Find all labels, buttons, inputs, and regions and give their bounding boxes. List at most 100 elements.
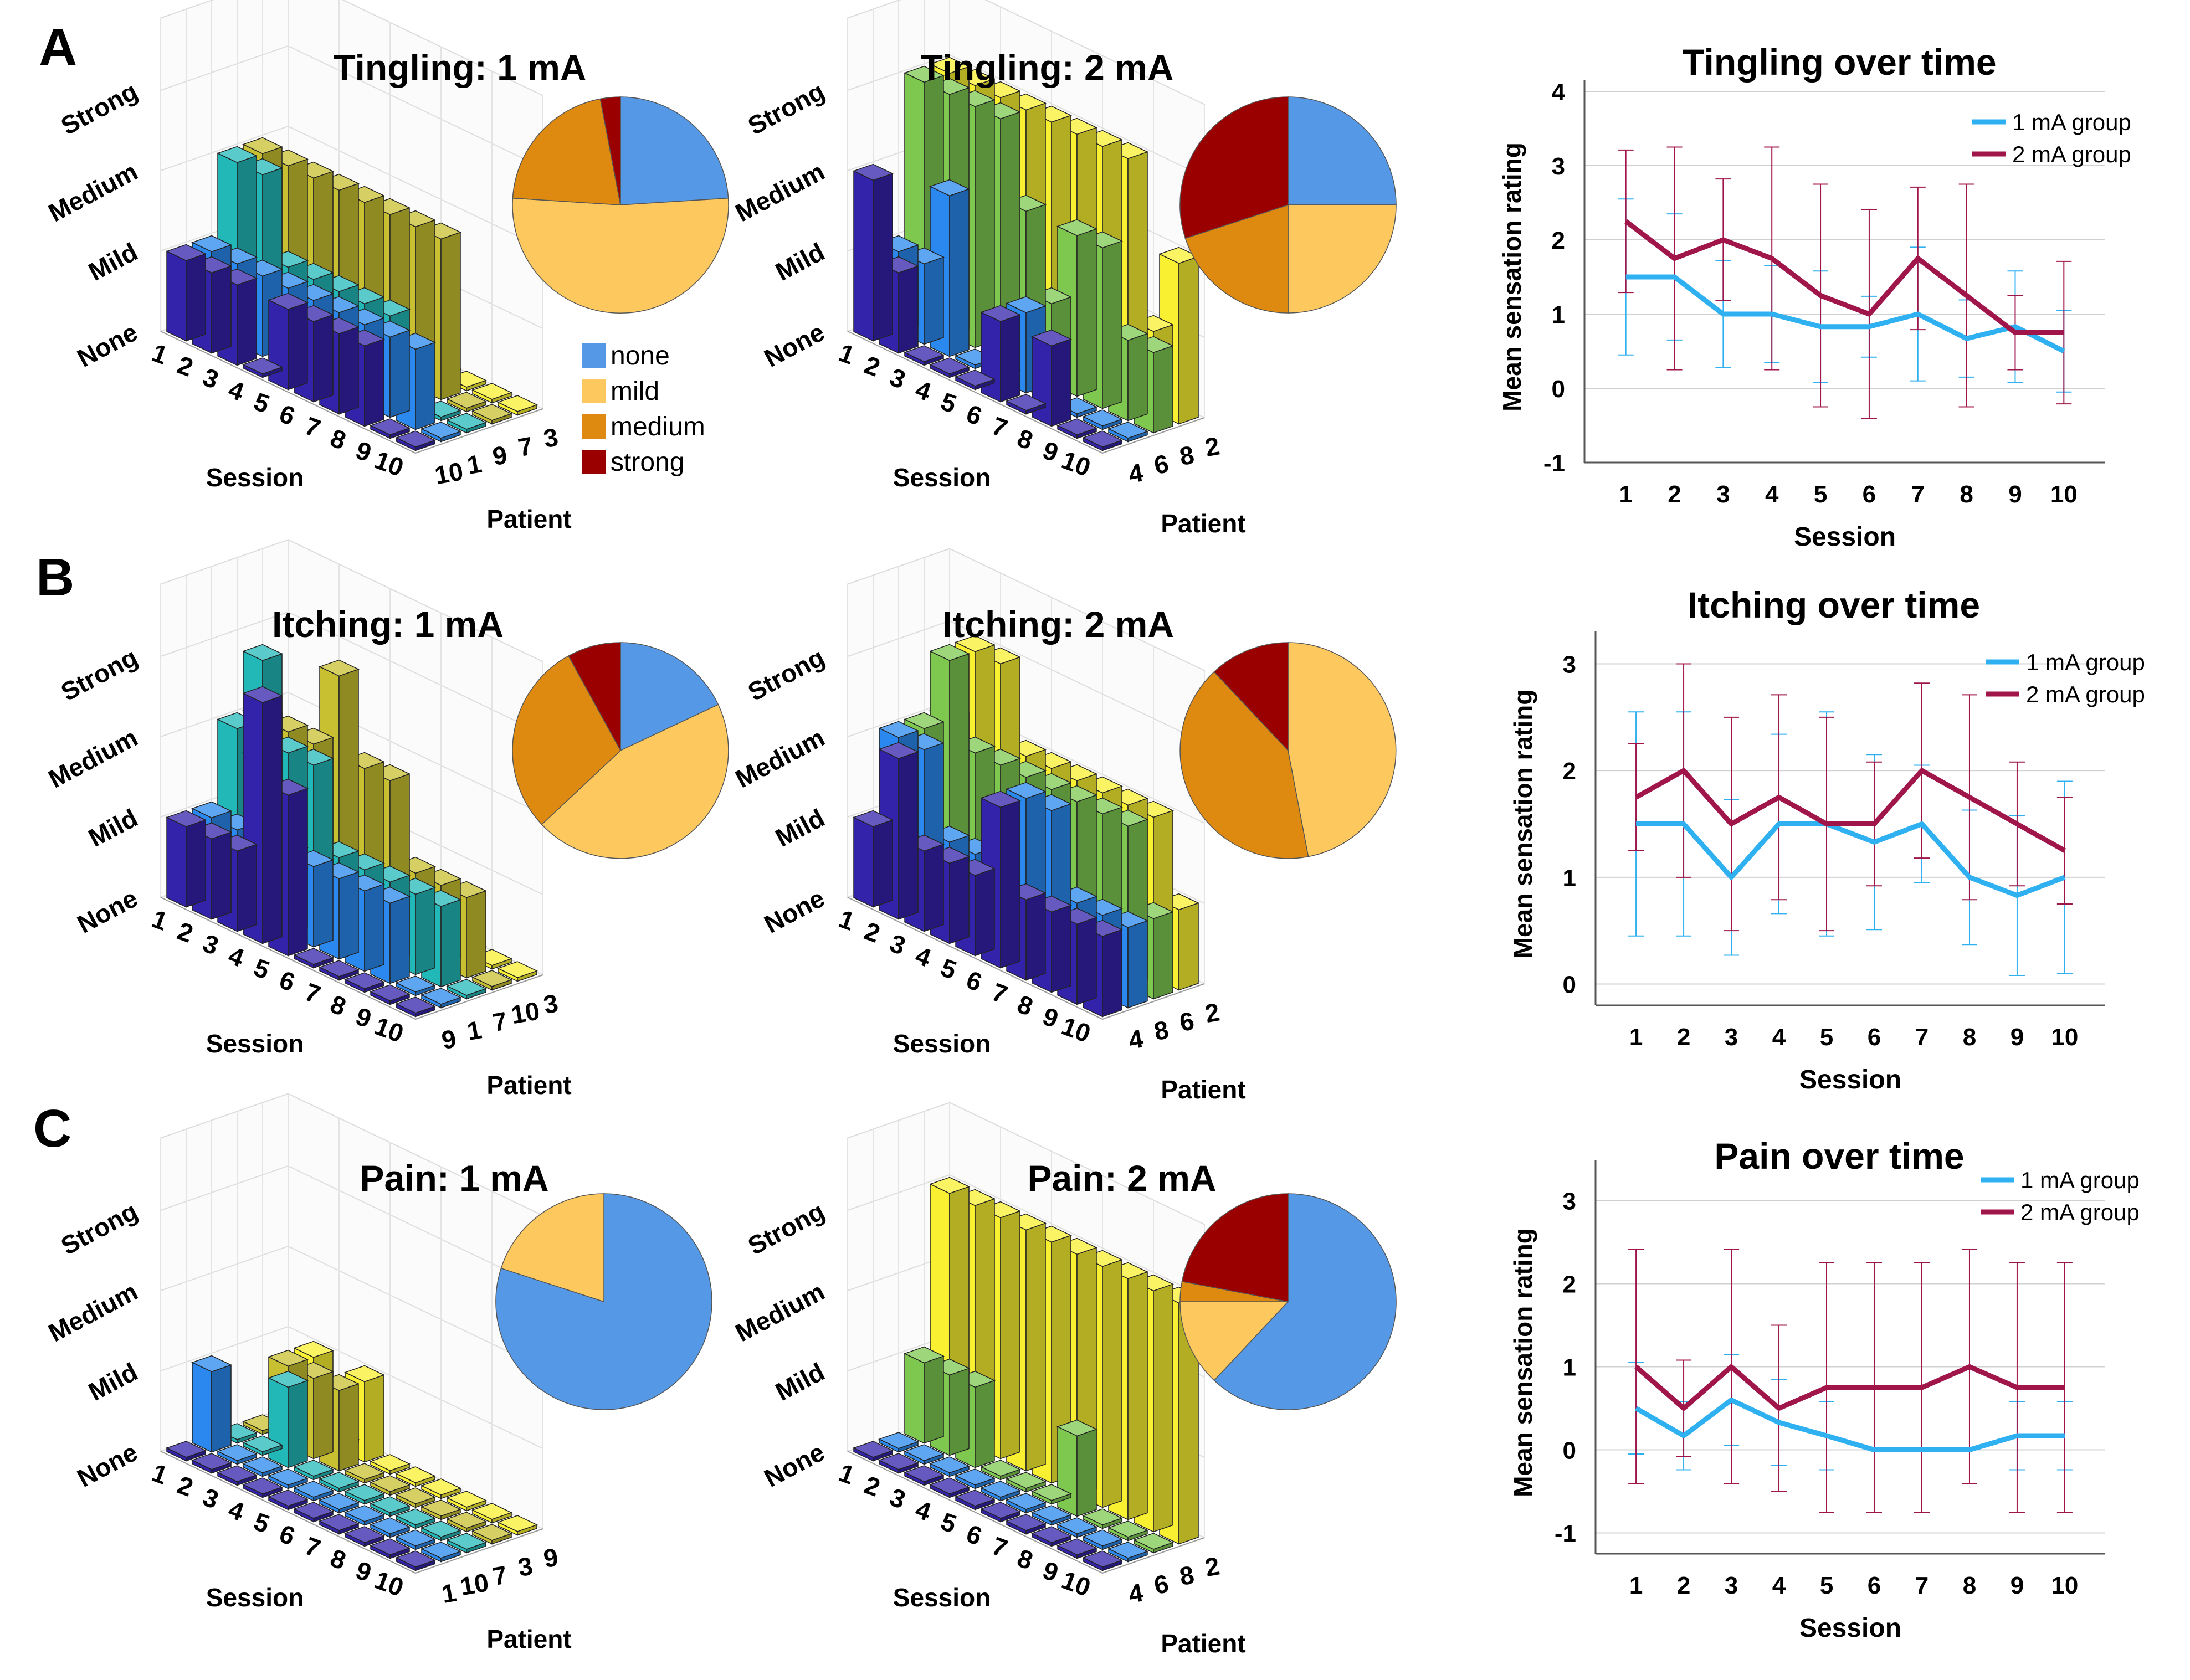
x-tick-label: 6 (276, 399, 299, 431)
x-tick-label: 2 (174, 350, 197, 382)
bar-side-face (1051, 338, 1071, 427)
legend-swatch-mild (582, 379, 606, 403)
y-tick-label: 10 (433, 456, 465, 490)
bar-top-face (319, 1514, 360, 1531)
x-tick-label: 4 (912, 941, 935, 973)
bar-top-face (980, 1502, 1021, 1519)
bar-side-face (288, 1380, 308, 1468)
x-tick-label: 10 (371, 1011, 408, 1048)
y-tick-label: 6 (1152, 449, 1171, 480)
bar-top-face (395, 1529, 436, 1547)
bar-side-face (338, 326, 359, 415)
series-line-1 (1634, 1398, 2065, 1452)
bar-side-face (415, 887, 435, 975)
bar-front-face (166, 250, 187, 342)
bar-top-face (471, 1503, 512, 1520)
bar-top-face (370, 1517, 411, 1534)
y-tick-label: 2 (1203, 1551, 1222, 1582)
bar-top-face (929, 644, 970, 661)
bar-top-face (929, 357, 970, 374)
bar-top-face (370, 418, 411, 435)
y-tick-label: -1 (1555, 1520, 1576, 1548)
x-tick-label: 5 (937, 1507, 961, 1539)
bar-side-face (924, 256, 944, 345)
x-tick-label: 9 (352, 1555, 376, 1587)
x-tick-label: 10 (2051, 1024, 2078, 1051)
pie-slice-strong (599, 96, 621, 205)
bar-top-face (980, 790, 1021, 808)
bar-side-face (440, 899, 461, 988)
x-axis-label: Session (1799, 1614, 1901, 1643)
legend-label-medium: medium (611, 412, 705, 441)
bar-side-face (186, 253, 206, 342)
z-tick-label: Strong (56, 643, 142, 706)
chart-title: Pain: 2 mA (1027, 1158, 1216, 1199)
bar-top-face (904, 345, 945, 362)
y-tick-label: 1 (1552, 301, 1565, 328)
bar-top-face (293, 1460, 334, 1477)
y-tick-label: 4 (1126, 1578, 1146, 1609)
y-tick-label: 9 (439, 1024, 458, 1055)
floor-axis (160, 1451, 543, 1574)
chart-title: Tingling: 1 mA (333, 47, 586, 88)
x-tick-label: 8 (1963, 1572, 1976, 1599)
bar-top-face (446, 413, 487, 430)
z-tick-label: Medium (44, 723, 142, 793)
x-tick-label: 10 (1058, 1565, 1095, 1602)
bar-side-face (364, 1374, 384, 1463)
bar-top-face (1031, 1526, 1072, 1543)
bar-side-face (288, 788, 308, 957)
bar-top-face (395, 1508, 436, 1525)
x-tick-label: 4 (1765, 481, 1779, 508)
bar-side-face (389, 330, 410, 418)
bar-side-face (1025, 892, 1046, 981)
y-tick-label: 6 (1152, 1569, 1171, 1600)
y-axis-label: Patient (486, 1071, 571, 1100)
y-axis-label: Patient (486, 1625, 571, 1653)
bar-top-face (955, 1489, 996, 1507)
z-tick-label: Mild (84, 1357, 142, 1406)
y-tick-label: 3 (1563, 1188, 1576, 1215)
chart-title: Pain: 1 mA (360, 1158, 548, 1199)
x-tick-label: 2 (1677, 1572, 1690, 1599)
pie-slice-medium (512, 655, 621, 825)
z-tick-label: Medium (44, 157, 142, 227)
bar-front-face (981, 311, 1001, 403)
x-tick-label: 3 (886, 362, 910, 394)
x-tick-label: 7 (301, 1531, 325, 1563)
bar-top-face (319, 1472, 360, 1489)
x-tick-label: 8 (327, 1543, 350, 1575)
x-tick-label: 9 (2008, 481, 2022, 508)
x-tick-label: 8 (1014, 423, 1037, 455)
bar-top-face (217, 146, 258, 163)
bar-side-face (186, 819, 206, 908)
bar-top-face (242, 644, 283, 661)
bar-front-face (853, 170, 874, 342)
z-tick-label: Mild (771, 803, 829, 852)
y-tick-label: 4 (1126, 1024, 1146, 1055)
x-tick-label: 9 (1039, 435, 1063, 467)
chart-title: Itching over time (1688, 584, 1980, 625)
floor-axis (160, 331, 543, 454)
z-tick-label: Medium (731, 157, 829, 227)
bar-side-face (1102, 1259, 1122, 1508)
bar-side-face (364, 883, 384, 972)
x-tick-label: 8 (327, 989, 350, 1021)
x-tick-label: 1 (1619, 481, 1632, 508)
x-axis-label: Session (1794, 522, 1896, 552)
pie-slice-medium (512, 98, 621, 205)
bar-top-face (1006, 1472, 1047, 1489)
z-tick-label: Medium (44, 1277, 142, 1347)
y-tick-label: 2 (1203, 431, 1222, 462)
bar-side-face (211, 831, 232, 920)
x-tick-label: 1 (1629, 1572, 1643, 1599)
bar-side-face (949, 1368, 970, 1456)
x-tick-label: 7 (1915, 1572, 1929, 1599)
x-tick-label: 9 (1039, 1001, 1063, 1034)
y-tick-label: 1 (1563, 865, 1576, 892)
x-tick-label: 2 (174, 916, 197, 948)
x-tick-label: 7 (301, 411, 325, 443)
bar-top-face (293, 1502, 334, 1519)
pie-slice-mild (500, 1193, 604, 1303)
